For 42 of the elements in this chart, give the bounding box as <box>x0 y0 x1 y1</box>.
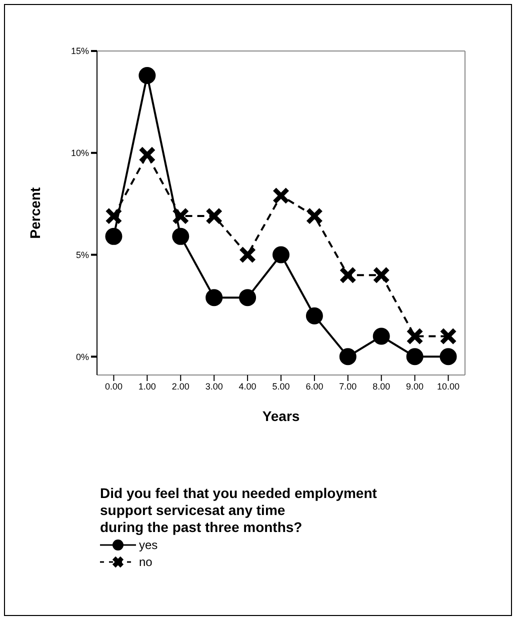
point <box>238 246 256 264</box>
point <box>272 187 290 204</box>
x-tick-label: 4.00 <box>238 381 256 392</box>
legend-title: Did you feel that you needed employment support servicesat any time during the past three months? <box>100 485 378 536</box>
x-tick-label: 7.00 <box>339 381 357 392</box>
x-tick-label: 8.00 <box>372 381 390 392</box>
point <box>172 207 190 225</box>
y-axis-title: Percent <box>26 186 43 239</box>
point <box>239 289 256 306</box>
y-tick-label: 15% <box>70 46 89 56</box>
x-tick-label: 5.00 <box>272 381 290 392</box>
point <box>440 348 457 366</box>
point <box>272 246 290 264</box>
point <box>440 328 457 345</box>
point <box>406 348 424 366</box>
point <box>138 66 156 84</box>
y-tick-label: 10% <box>70 148 89 158</box>
point <box>105 207 122 225</box>
point <box>406 328 424 345</box>
x-tick-label: 10.00 <box>437 381 460 392</box>
x-tick-label: 6.00 <box>306 381 324 392</box>
legend-label: yes <box>139 538 158 552</box>
point <box>138 146 156 164</box>
point <box>205 207 223 225</box>
x-tick-label: 1.00 <box>138 381 156 392</box>
point <box>306 207 324 225</box>
point <box>105 228 122 245</box>
point <box>339 348 356 366</box>
x-tick-label: 2.00 <box>172 381 190 392</box>
point <box>372 266 390 284</box>
x-tick-label: 3.00 <box>205 381 223 392</box>
x-tick-label: 0.00 <box>104 381 122 392</box>
y-tick-label: 0% <box>76 352 89 362</box>
point <box>206 289 223 306</box>
point <box>372 328 390 345</box>
x-tick-label: 9.00 <box>406 381 424 392</box>
legend-label: no <box>139 554 152 568</box>
point <box>339 266 357 284</box>
point <box>306 307 323 324</box>
point <box>172 228 190 245</box>
x-axis-title: Years <box>262 408 300 424</box>
y-tick-label: 5% <box>76 250 89 260</box>
